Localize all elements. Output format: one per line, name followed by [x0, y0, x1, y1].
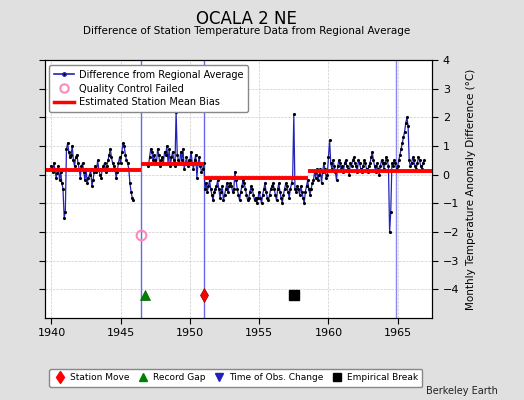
- Legend: Station Move, Record Gap, Time of Obs. Change, Empirical Break: Station Move, Record Gap, Time of Obs. C…: [49, 369, 422, 387]
- Y-axis label: Monthly Temperature Anomaly Difference (°C): Monthly Temperature Anomaly Difference (…: [466, 68, 476, 310]
- Text: OCALA 2 NE: OCALA 2 NE: [196, 10, 297, 28]
- Legend: Difference from Regional Average, Quality Control Failed, Estimated Station Mean: Difference from Regional Average, Qualit…: [49, 65, 248, 112]
- Text: Difference of Station Temperature Data from Regional Average: Difference of Station Temperature Data f…: [83, 26, 410, 36]
- Text: Berkeley Earth: Berkeley Earth: [426, 386, 498, 396]
